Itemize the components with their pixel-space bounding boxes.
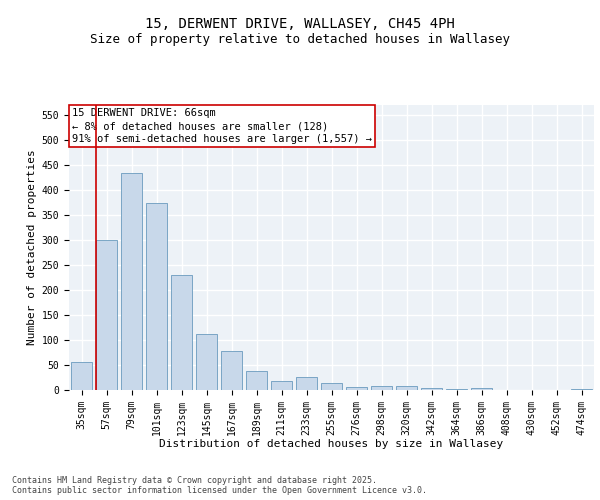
Text: 15 DERWENT DRIVE: 66sqm
← 8% of detached houses are smaller (128)
91% of semi-de: 15 DERWENT DRIVE: 66sqm ← 8% of detached… <box>71 108 371 144</box>
Bar <box>171 275 192 390</box>
Bar <box>421 388 442 390</box>
Y-axis label: Number of detached properties: Number of detached properties <box>28 150 37 346</box>
Text: Size of property relative to detached houses in Wallasey: Size of property relative to detached ho… <box>90 32 510 46</box>
Bar <box>296 376 317 390</box>
Bar <box>71 362 92 390</box>
Text: Contains HM Land Registry data © Crown copyright and database right 2025.
Contai: Contains HM Land Registry data © Crown c… <box>12 476 427 495</box>
Bar <box>321 382 342 390</box>
Bar <box>121 172 142 390</box>
Bar <box>221 351 242 390</box>
Bar <box>271 380 292 390</box>
Bar <box>371 386 392 390</box>
Bar <box>471 388 492 390</box>
Bar <box>396 386 417 390</box>
Bar <box>96 240 117 390</box>
Bar <box>446 389 467 390</box>
Text: 15, DERWENT DRIVE, WALLASEY, CH45 4PH: 15, DERWENT DRIVE, WALLASEY, CH45 4PH <box>145 18 455 32</box>
X-axis label: Distribution of detached houses by size in Wallasey: Distribution of detached houses by size … <box>160 439 503 449</box>
Bar <box>346 387 367 390</box>
Bar <box>146 202 167 390</box>
Bar <box>246 370 267 390</box>
Bar <box>196 334 217 390</box>
Bar <box>571 388 592 390</box>
